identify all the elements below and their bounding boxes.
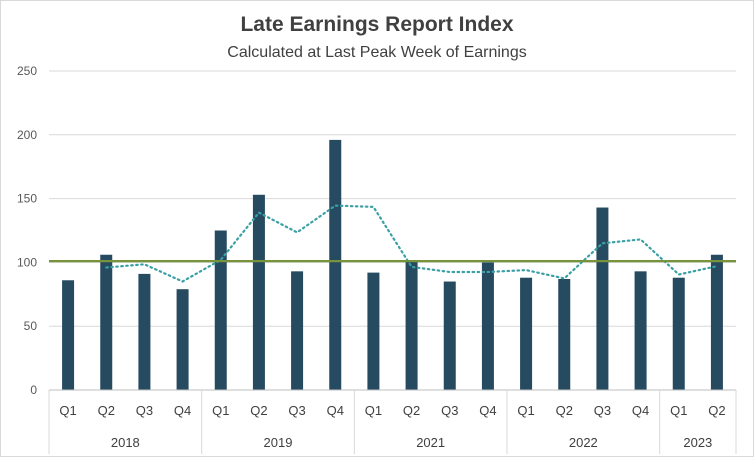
bar bbox=[252, 194, 265, 390]
bar bbox=[291, 271, 304, 390]
x-tick-label: Q2 bbox=[250, 403, 267, 418]
y-tick-label: 0 bbox=[30, 383, 37, 397]
bar bbox=[176, 289, 189, 390]
gridlines bbox=[49, 70, 736, 327]
x-tick-label: Q1 bbox=[517, 403, 534, 418]
bar bbox=[520, 277, 533, 390]
x-tick-label: Q1 bbox=[365, 403, 382, 418]
bar bbox=[672, 277, 685, 390]
x-tick-label: Q3 bbox=[441, 403, 458, 418]
bar bbox=[481, 262, 494, 390]
x-tick-label: Q1 bbox=[59, 403, 76, 418]
bar bbox=[443, 281, 456, 390]
y-tick-label: 200 bbox=[17, 128, 37, 142]
bar bbox=[62, 280, 75, 390]
bar bbox=[329, 139, 342, 390]
moving-average-line bbox=[105, 204, 719, 283]
bar bbox=[100, 254, 113, 390]
bar-series bbox=[62, 139, 723, 390]
year-label: 2022 bbox=[569, 435, 598, 450]
year-label: 2023 bbox=[683, 435, 712, 450]
y-axis-ticks: 0 50 100 150 200 250 bbox=[17, 64, 37, 397]
year-label: 2018 bbox=[111, 435, 140, 450]
chart-title: Late Earnings Report Index bbox=[240, 13, 513, 36]
x-tick-label: Q2 bbox=[556, 403, 573, 418]
x-tick-label: Q1 bbox=[670, 403, 687, 418]
y-tick-label: 100 bbox=[17, 255, 37, 269]
x-tick-label: Q4 bbox=[174, 403, 191, 418]
x-tick-label: Q2 bbox=[403, 403, 420, 418]
bar bbox=[214, 230, 227, 390]
bar bbox=[138, 273, 151, 390]
x-tick-label: Q3 bbox=[594, 403, 611, 418]
chart-subtitle: Calculated at Last Peak Week of Earnings bbox=[227, 44, 526, 61]
x-axis: Q1 Q2 Q3 Q4 Q1 Q2 Q3 Q4 Q1 Q2 Q3 Q4 Q1 Q2 Q3 Q4 Q1 Q2 2018… bbox=[48, 389, 737, 454]
line-series bbox=[49, 204, 736, 283]
bar bbox=[405, 261, 418, 390]
bar bbox=[558, 278, 571, 390]
x-tick-label: Q1 bbox=[212, 403, 229, 418]
year-label: 2019 bbox=[264, 435, 293, 450]
x-tick-label: Q4 bbox=[327, 403, 344, 418]
y-tick-label: 150 bbox=[17, 192, 37, 206]
year-label: 2021 bbox=[416, 435, 445, 450]
bar bbox=[596, 207, 609, 390]
x-tick-label: Q4 bbox=[632, 403, 649, 418]
bar bbox=[710, 254, 723, 390]
x-tick-label: Q2 bbox=[98, 403, 115, 418]
x-tick-label: Q3 bbox=[288, 403, 305, 418]
x-tick-label: Q2 bbox=[708, 403, 725, 418]
x-tick-label: Q4 bbox=[479, 403, 496, 418]
y-tick-label: 250 bbox=[17, 64, 37, 78]
bar bbox=[634, 271, 647, 390]
y-tick-label: 50 bbox=[24, 319, 38, 333]
bar bbox=[367, 272, 380, 390]
x-tick-label: Q3 bbox=[136, 403, 153, 418]
